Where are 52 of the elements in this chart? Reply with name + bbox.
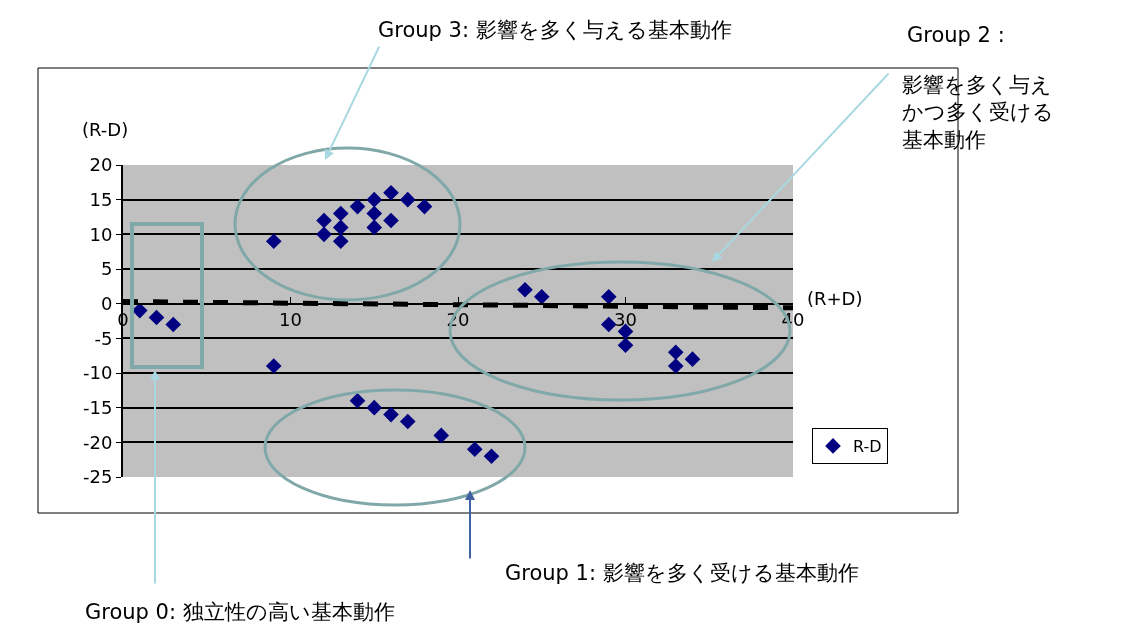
point	[332, 219, 349, 236]
point	[316, 212, 332, 229]
point	[667, 358, 684, 374]
y-tick-label: 5	[100, 258, 113, 280]
point	[366, 191, 383, 208]
point	[517, 282, 533, 298]
x-tick-label: 10	[279, 309, 302, 331]
point	[332, 205, 349, 222]
x-axis-title: (R+D)	[807, 288, 863, 309]
y-tick-label: 15	[89, 188, 113, 210]
y-tick-label: -20	[82, 431, 113, 453]
text: 影響を多く与えかつ多く受ける基本動作	[902, 73, 1054, 152]
point	[433, 427, 450, 444]
point	[533, 288, 550, 305]
point	[383, 212, 399, 229]
point	[383, 184, 399, 201]
point	[349, 392, 366, 409]
y-axis-title: (R-D)	[82, 119, 129, 140]
point	[265, 358, 282, 374]
text: Group 3: 影響を多く与える基本動作	[378, 18, 732, 42]
point	[366, 219, 383, 236]
point	[600, 288, 617, 305]
point	[684, 351, 701, 367]
point	[667, 344, 684, 360]
point	[366, 399, 383, 416]
point	[148, 309, 165, 326]
point	[483, 448, 500, 464]
legend-label: R-D	[853, 437, 882, 457]
point	[265, 233, 282, 250]
point	[165, 316, 182, 333]
point	[466, 441, 483, 458]
text: Group 2 :	[907, 23, 1005, 47]
point	[399, 413, 416, 430]
point	[600, 316, 617, 333]
point	[349, 198, 366, 215]
x-tick-label: 30	[614, 309, 637, 331]
point	[316, 226, 332, 243]
y-tick-label: -15	[82, 396, 113, 418]
y-tick-label: 10	[89, 223, 113, 245]
point	[399, 191, 416, 208]
point	[416, 198, 433, 215]
y-tick-label: -10	[82, 362, 113, 384]
y-tick-label: -25	[82, 466, 113, 488]
text: Group 0: 独立性の高い基本動作	[85, 600, 395, 624]
point	[617, 337, 634, 354]
y-tick-label: 20	[89, 154, 113, 176]
y-tick-label: -5	[94, 327, 113, 349]
point	[383, 406, 399, 423]
point	[366, 205, 383, 222]
y-tick-label: 0	[100, 292, 113, 314]
point	[332, 233, 349, 250]
text: Group 1: 影響を多く受ける基本動作	[505, 561, 859, 585]
